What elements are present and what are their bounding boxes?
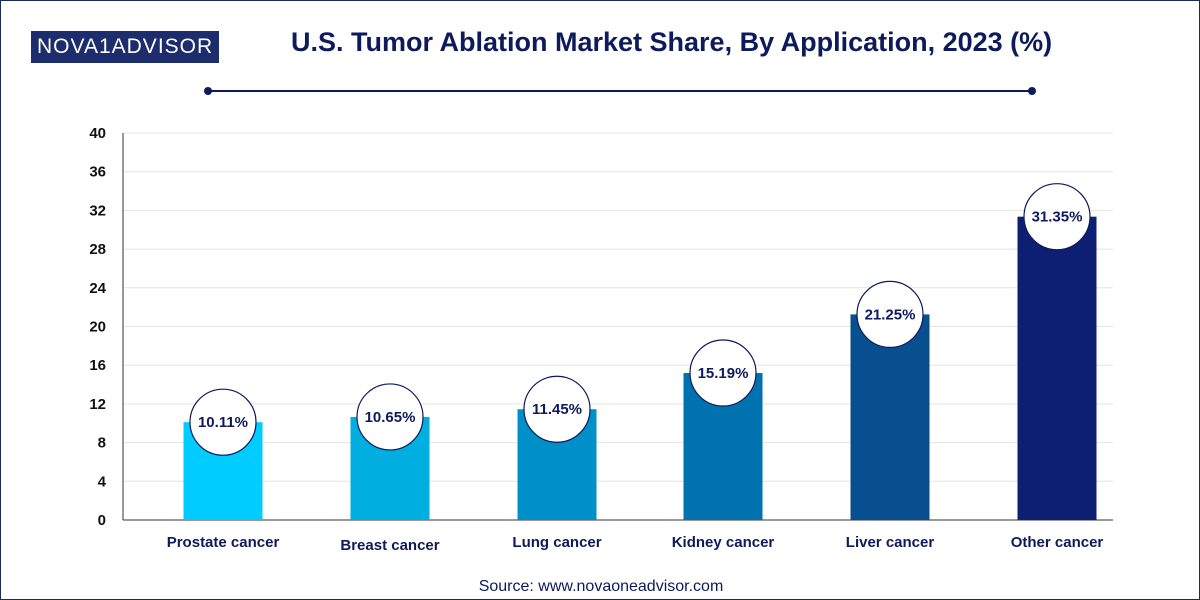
title-underline (204, 87, 1036, 95)
category-label: Liver cancer (846, 534, 935, 551)
y-tick-label: 24 (89, 280, 106, 297)
y-tick-label: 20 (89, 319, 106, 336)
y-tick-label: 12 (89, 396, 106, 413)
data-label: 10.11% (198, 414, 248, 431)
y-tick-label: 16 (89, 357, 106, 374)
logo-text: NOVA1ADVISOR (31, 31, 220, 63)
y-tick-label: 32 (89, 202, 106, 219)
underline-left-dot (204, 87, 212, 95)
y-tick-label: 4 (98, 473, 107, 490)
category-label: Prostate cancer (167, 534, 280, 551)
category-label: Breast cancer (340, 537, 439, 554)
data-label-bubble (356, 383, 424, 451)
source-note: Source: www.novaoneadvisor.com (478, 578, 724, 595)
category-label: Lung cancer (512, 534, 601, 551)
data-label-bubble (856, 280, 924, 349)
data-label-bubble (189, 388, 257, 456)
data-label: 15.19% (698, 365, 749, 382)
y-tick-label: 28 (89, 241, 106, 258)
underline-right-dot (1028, 87, 1036, 95)
category-label: Other cancer (1011, 534, 1104, 551)
chart-title: U.S. Tumor Ablation Market Share, By App… (291, 27, 1053, 57)
data-label-bubble (523, 375, 591, 443)
bar (850, 314, 930, 520)
y-tick-label: 40 (89, 125, 106, 142)
y-tick-label: 0 (98, 512, 106, 529)
category-label: Kidney cancer (672, 534, 775, 551)
data-label: 31.35% (1032, 209, 1083, 226)
data-label-bubble (1023, 183, 1091, 251)
data-label-bubble (689, 339, 757, 407)
data-label: 21.25% (865, 306, 916, 323)
bar (1017, 216, 1097, 520)
data-label: 11.45% (532, 401, 582, 418)
y-tick-label: 8 (98, 435, 106, 452)
data-label: 10.65% (365, 409, 416, 426)
logo: NOVA1ADVISOR (31, 31, 220, 63)
y-tick-label: 36 (89, 164, 106, 181)
